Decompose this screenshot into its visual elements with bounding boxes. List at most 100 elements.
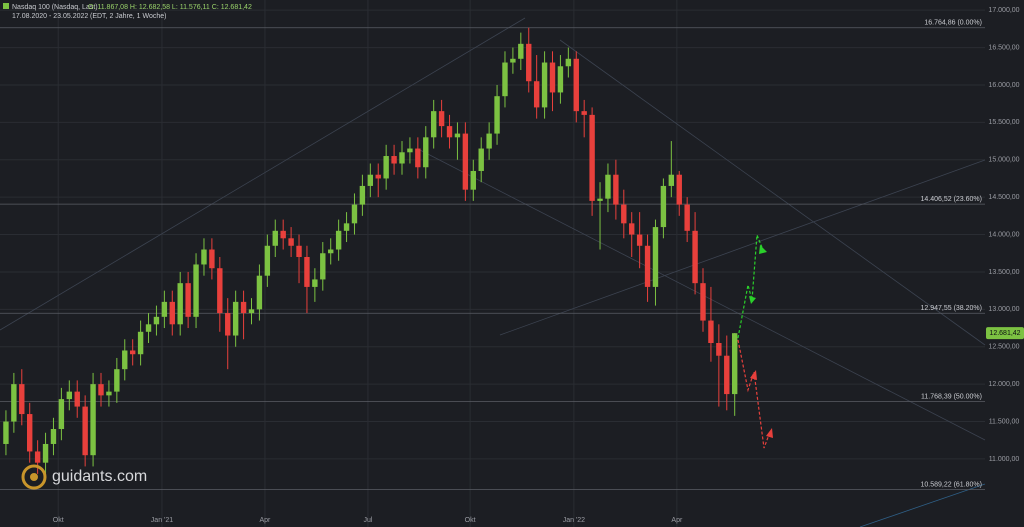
candle-body bbox=[533, 81, 540, 108]
candle-body bbox=[454, 133, 461, 138]
candle-body bbox=[42, 443, 49, 463]
candle-body bbox=[3, 421, 9, 444]
chart-title: Nasdaq 100 (Nasdaq, Last) bbox=[12, 4, 98, 11]
range-note: (EDT, 2 Jahre, 1 Woche) bbox=[90, 13, 167, 20]
candle-body bbox=[581, 111, 587, 115]
candle-body bbox=[636, 234, 643, 246]
candle-body bbox=[629, 223, 635, 235]
fib-label: 16.764,86 (0.00%) bbox=[924, 20, 982, 27]
candle-body bbox=[280, 230, 286, 239]
levels: 16.764,86 (0.00%) 14.406,52 (23.60%) 12.94… bbox=[0, 20, 985, 491]
arrow-head bbox=[749, 296, 756, 304]
candle-body bbox=[700, 283, 706, 321]
candle-body bbox=[169, 301, 175, 325]
candle-body bbox=[430, 111, 437, 138]
y-tick-label: 13.000,00 bbox=[988, 306, 1019, 313]
candle-body bbox=[201, 249, 207, 265]
candle-body bbox=[82, 406, 88, 456]
candle-body bbox=[518, 43, 524, 59]
candle-body bbox=[573, 58, 579, 112]
candle-body bbox=[343, 223, 350, 231]
candles bbox=[3, 27, 738, 474]
candle-body bbox=[367, 174, 374, 186]
ohlc-legend: O: 11.867,08 H: 12.682,58 L: 11.576,11 C… bbox=[88, 4, 252, 11]
forecast-arrows bbox=[737, 234, 773, 449]
axes: 11.000,00 11.500,00 12.000,00 12.500,00 13.0… bbox=[53, 7, 1024, 524]
candle-body bbox=[652, 227, 659, 287]
logo-icon bbox=[30, 473, 38, 481]
y-tick-label: 14.000,00 bbox=[988, 231, 1019, 238]
candle-body bbox=[486, 133, 492, 149]
fib-label: 14.406,52 (23.60%) bbox=[921, 196, 983, 203]
candle-body bbox=[724, 355, 730, 395]
candle-body bbox=[256, 275, 263, 310]
candle-body bbox=[248, 309, 255, 314]
y-tick-label: 15.000,00 bbox=[988, 157, 1019, 164]
candle-body bbox=[731, 333, 738, 395]
header: Nasdaq 100 (Nasdaq, Last) O: 11.867,08 H… bbox=[3, 3, 252, 20]
candle-body bbox=[359, 185, 366, 205]
candle-body bbox=[114, 369, 120, 392]
candle-body bbox=[423, 137, 429, 168]
candle-body bbox=[272, 230, 278, 246]
x-tick-label: Okt bbox=[465, 517, 476, 524]
arrow-head bbox=[766, 428, 773, 438]
fib-label: 11.768,39 (50.00%) bbox=[921, 393, 982, 400]
candle-body bbox=[478, 148, 484, 171]
y-tick-label: 17.000,00 bbox=[988, 7, 1019, 14]
candle-body bbox=[50, 429, 57, 444]
candle-body bbox=[320, 253, 326, 280]
candle-body bbox=[597, 198, 603, 201]
logo-icon bbox=[21, 464, 47, 490]
candle-body bbox=[383, 156, 389, 179]
candle-body bbox=[407, 148, 413, 153]
y-tick-label: 14.500,00 bbox=[988, 194, 1019, 201]
candle-body bbox=[74, 391, 80, 407]
candle-body bbox=[446, 126, 453, 138]
candle-body bbox=[621, 204, 627, 224]
candle-body bbox=[58, 399, 65, 430]
candle-body bbox=[177, 283, 183, 325]
candle-body bbox=[153, 316, 160, 325]
candle-body bbox=[557, 66, 564, 93]
watermark: guidants.com bbox=[21, 464, 147, 490]
candle-body bbox=[161, 301, 168, 317]
last-price-label: 12.681,42 bbox=[989, 330, 1020, 337]
candle-body bbox=[264, 245, 271, 276]
candle-body bbox=[351, 204, 358, 224]
grid bbox=[0, 0, 985, 527]
bull-arrow bbox=[737, 234, 764, 339]
y-tick-label: 16.500,00 bbox=[988, 44, 1019, 51]
x-tick-label: Jan '22 bbox=[563, 517, 585, 524]
candle-body bbox=[415, 148, 421, 168]
candle-body bbox=[494, 96, 500, 134]
candle-body bbox=[34, 451, 41, 463]
candle-body bbox=[462, 133, 469, 190]
candle-body bbox=[708, 320, 714, 344]
trendline bbox=[499, 159, 986, 336]
candle-body bbox=[589, 114, 595, 201]
candle-body bbox=[541, 62, 548, 108]
candle-body bbox=[240, 301, 247, 314]
y-tick-label: 11.500,00 bbox=[989, 418, 1020, 425]
candle-body bbox=[510, 58, 516, 63]
y-tick-label: 13.500,00 bbox=[988, 269, 1019, 276]
candle-body bbox=[676, 174, 682, 205]
candle-body bbox=[129, 350, 136, 355]
arrow-head bbox=[759, 245, 767, 254]
symbol-icon bbox=[3, 3, 9, 9]
candle-body bbox=[296, 245, 302, 257]
y-tick-label: 11.000,00 bbox=[989, 456, 1020, 463]
candle-body bbox=[98, 384, 104, 396]
candle-body bbox=[684, 204, 690, 231]
candle-body bbox=[605, 174, 611, 199]
x-tick-label: Jan '21 bbox=[151, 517, 173, 524]
candle-body bbox=[375, 174, 381, 179]
y-tick-label: 16.000,00 bbox=[988, 82, 1019, 89]
candle-body bbox=[438, 111, 445, 127]
candle-body bbox=[66, 391, 73, 400]
candle-body bbox=[391, 156, 397, 164]
trendline bbox=[559, 39, 986, 346]
candle-body bbox=[502, 62, 508, 97]
